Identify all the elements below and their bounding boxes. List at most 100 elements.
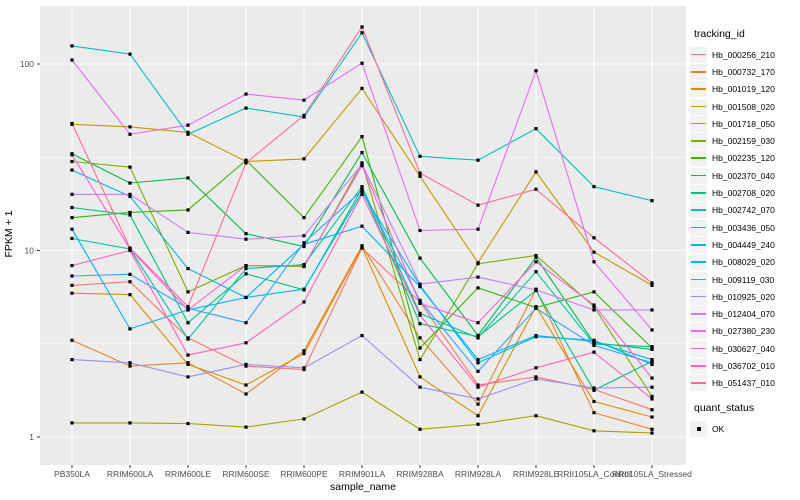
legend-item-label: Hb_027380_230 — [712, 326, 775, 337]
legend-key-line-icon — [690, 306, 707, 323]
data-point — [534, 414, 538, 418]
legend-key-line-icon — [690, 357, 707, 374]
legend-item-label: Hb_009119_030 — [712, 274, 775, 285]
data-point — [650, 358, 654, 362]
data-point — [650, 283, 654, 287]
data-point — [476, 286, 480, 290]
data-point — [592, 399, 596, 404]
legend-item: Hb_036702_010 — [690, 357, 800, 374]
data-point — [244, 341, 248, 345]
legend-item: Hb_051437_010 — [690, 375, 800, 392]
data-point — [476, 385, 480, 389]
data-point — [534, 170, 538, 174]
data-point — [476, 369, 480, 373]
data-point — [592, 236, 596, 240]
legend-key-line-icon — [690, 323, 707, 340]
legend-item-label: Hb_002742_070 — [712, 205, 775, 216]
legend-key-line-icon — [690, 46, 707, 63]
data-point — [360, 135, 364, 139]
data-point — [128, 421, 132, 425]
data-point — [418, 313, 422, 317]
data-point — [244, 232, 248, 236]
data-point — [186, 130, 190, 134]
data-point — [128, 194, 132, 199]
legend-item: Hb_004449_240 — [690, 236, 800, 253]
legend-item: Hb_003436_050 — [690, 219, 800, 236]
data-point — [476, 275, 480, 279]
data-point — [186, 132, 190, 136]
legend-item-label: Hb_010925_020 — [712, 291, 775, 302]
legend-item-label: Hb_030627_040 — [712, 343, 775, 354]
data-point — [70, 216, 74, 220]
data-point — [476, 321, 480, 325]
data-point — [186, 208, 190, 212]
data-point — [650, 328, 654, 332]
data-point — [302, 157, 306, 161]
data-point — [128, 361, 132, 365]
legend-item-label: Hb_003436_050 — [712, 222, 775, 233]
data-point — [418, 256, 422, 260]
data-point — [592, 305, 596, 309]
legend-key-line-icon — [690, 185, 707, 202]
data-point — [650, 427, 654, 431]
data-point — [186, 353, 190, 357]
data-point — [244, 383, 248, 387]
data-point — [302, 234, 306, 238]
data-point — [418, 282, 422, 286]
data-point — [186, 308, 190, 312]
data-point — [70, 58, 74, 62]
legend-item: Hb_000732_170 — [690, 63, 800, 80]
data-point — [592, 386, 596, 390]
legend-key-line-icon — [690, 288, 707, 305]
legend-item: Hb_010925_020 — [690, 288, 800, 305]
legend-item-label: Hb_000256_210 — [712, 49, 775, 60]
data-point — [418, 375, 422, 379]
y-axis-title: FPKM + 1 — [3, 210, 15, 258]
legend-item-label: Hb_001508_020 — [712, 101, 775, 112]
data-point — [302, 349, 306, 353]
data-point — [650, 362, 654, 367]
x-tick-label: RRIM600LE — [165, 469, 212, 479]
x-tick-label: PB350LA — [54, 469, 90, 479]
data-point — [244, 295, 248, 300]
data-point — [244, 425, 248, 429]
data-point — [302, 287, 306, 291]
data-point — [534, 306, 538, 310]
data-point — [360, 86, 364, 90]
legend-item: Hb_002235_120 — [690, 150, 800, 167]
data-point — [534, 187, 538, 191]
data-point — [650, 408, 654, 412]
legend-key-line-icon — [690, 254, 707, 271]
data-point — [534, 270, 538, 274]
legend-key-line-icon — [690, 202, 707, 219]
legend-key-line-icon — [690, 98, 707, 115]
data-point — [244, 92, 248, 96]
legend-item-label: Hb_002708_020 — [712, 188, 775, 199]
data-point — [70, 358, 74, 362]
data-point — [128, 132, 132, 136]
data-point — [476, 336, 480, 340]
data-point — [302, 417, 306, 421]
data-point — [418, 285, 422, 289]
data-point — [534, 375, 538, 379]
legend-key-line-icon — [690, 375, 707, 392]
data-point — [534, 366, 538, 370]
data-point — [70, 192, 74, 196]
data-point — [650, 281, 654, 285]
legend-key-line-icon — [690, 219, 707, 236]
data-point — [476, 361, 480, 365]
data-point — [302, 366, 306, 370]
legend-title-quant-status: quant_status — [694, 401, 755, 414]
data-point — [534, 377, 538, 381]
data-point — [186, 305, 190, 309]
data-point — [360, 164, 364, 168]
data-point — [650, 385, 654, 389]
data-point — [186, 337, 190, 341]
data-point — [302, 216, 306, 220]
x-tick-label: RRII105LA_Stressed — [612, 469, 692, 479]
data-point — [128, 246, 132, 250]
data-point — [128, 293, 132, 297]
data-point — [418, 301, 422, 306]
data-point — [302, 263, 306, 268]
legend-key-line-icon — [690, 133, 707, 150]
